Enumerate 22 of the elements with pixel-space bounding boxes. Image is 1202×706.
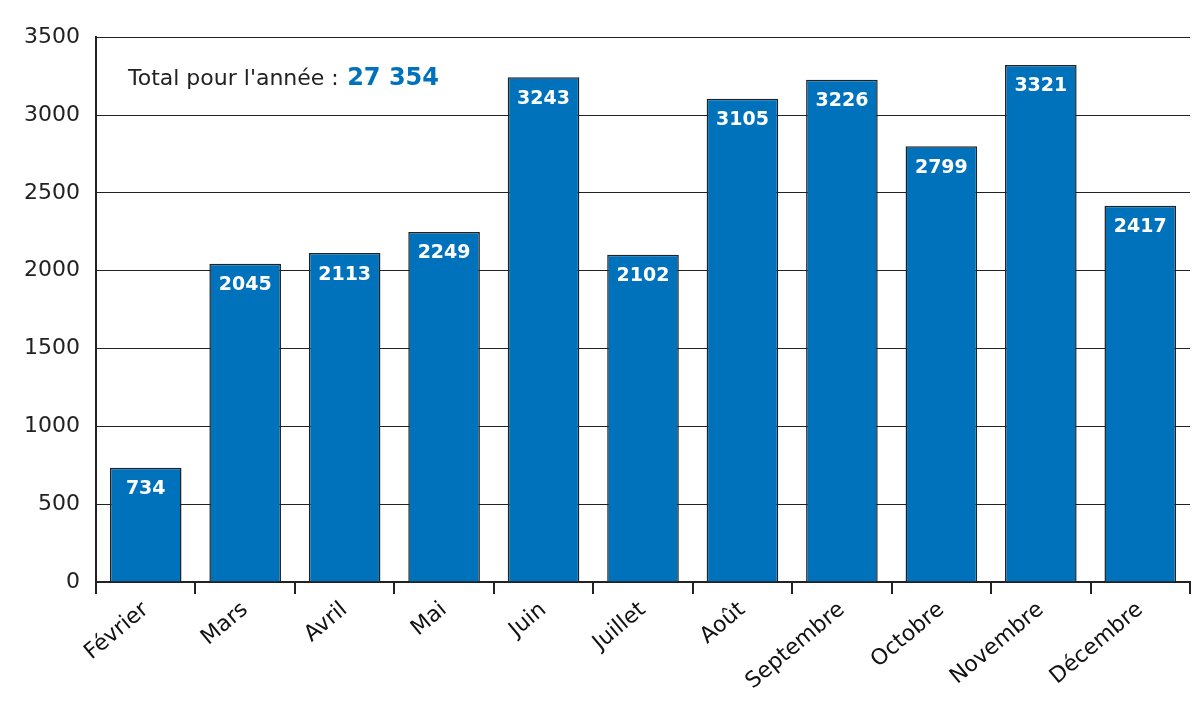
x-tick-label: Mai [405, 596, 451, 641]
annotation: Total pour l'année : 27 354 [126, 63, 439, 92]
y-tick-label: 1000 [23, 412, 80, 438]
data-label: 2102 [616, 263, 670, 286]
data-label: 2799 [914, 154, 968, 177]
data-label: 3226 [815, 88, 869, 111]
x-tick-label: Juin [501, 596, 551, 643]
y-tick-label: 1500 [23, 334, 80, 360]
y-tick-label: 500 [37, 489, 80, 515]
data-label: 2113 [318, 261, 372, 284]
y-tick-label: 0 [65, 567, 80, 593]
y-tick-label: 3000 [23, 100, 80, 126]
data-label: 2417 [1113, 214, 1167, 237]
data-label: 3105 [716, 107, 769, 130]
y-tick-label: 2000 [23, 256, 80, 282]
data-label: 734 [125, 476, 166, 499]
y-tick-label: 3500 [23, 22, 80, 48]
data-label: 3321 [1014, 73, 1068, 96]
data-label: 2045 [218, 272, 272, 295]
y-tick-label: 2500 [23, 178, 80, 204]
data-label: 3243 [517, 85, 570, 108]
data-label: 2249 [417, 240, 471, 263]
